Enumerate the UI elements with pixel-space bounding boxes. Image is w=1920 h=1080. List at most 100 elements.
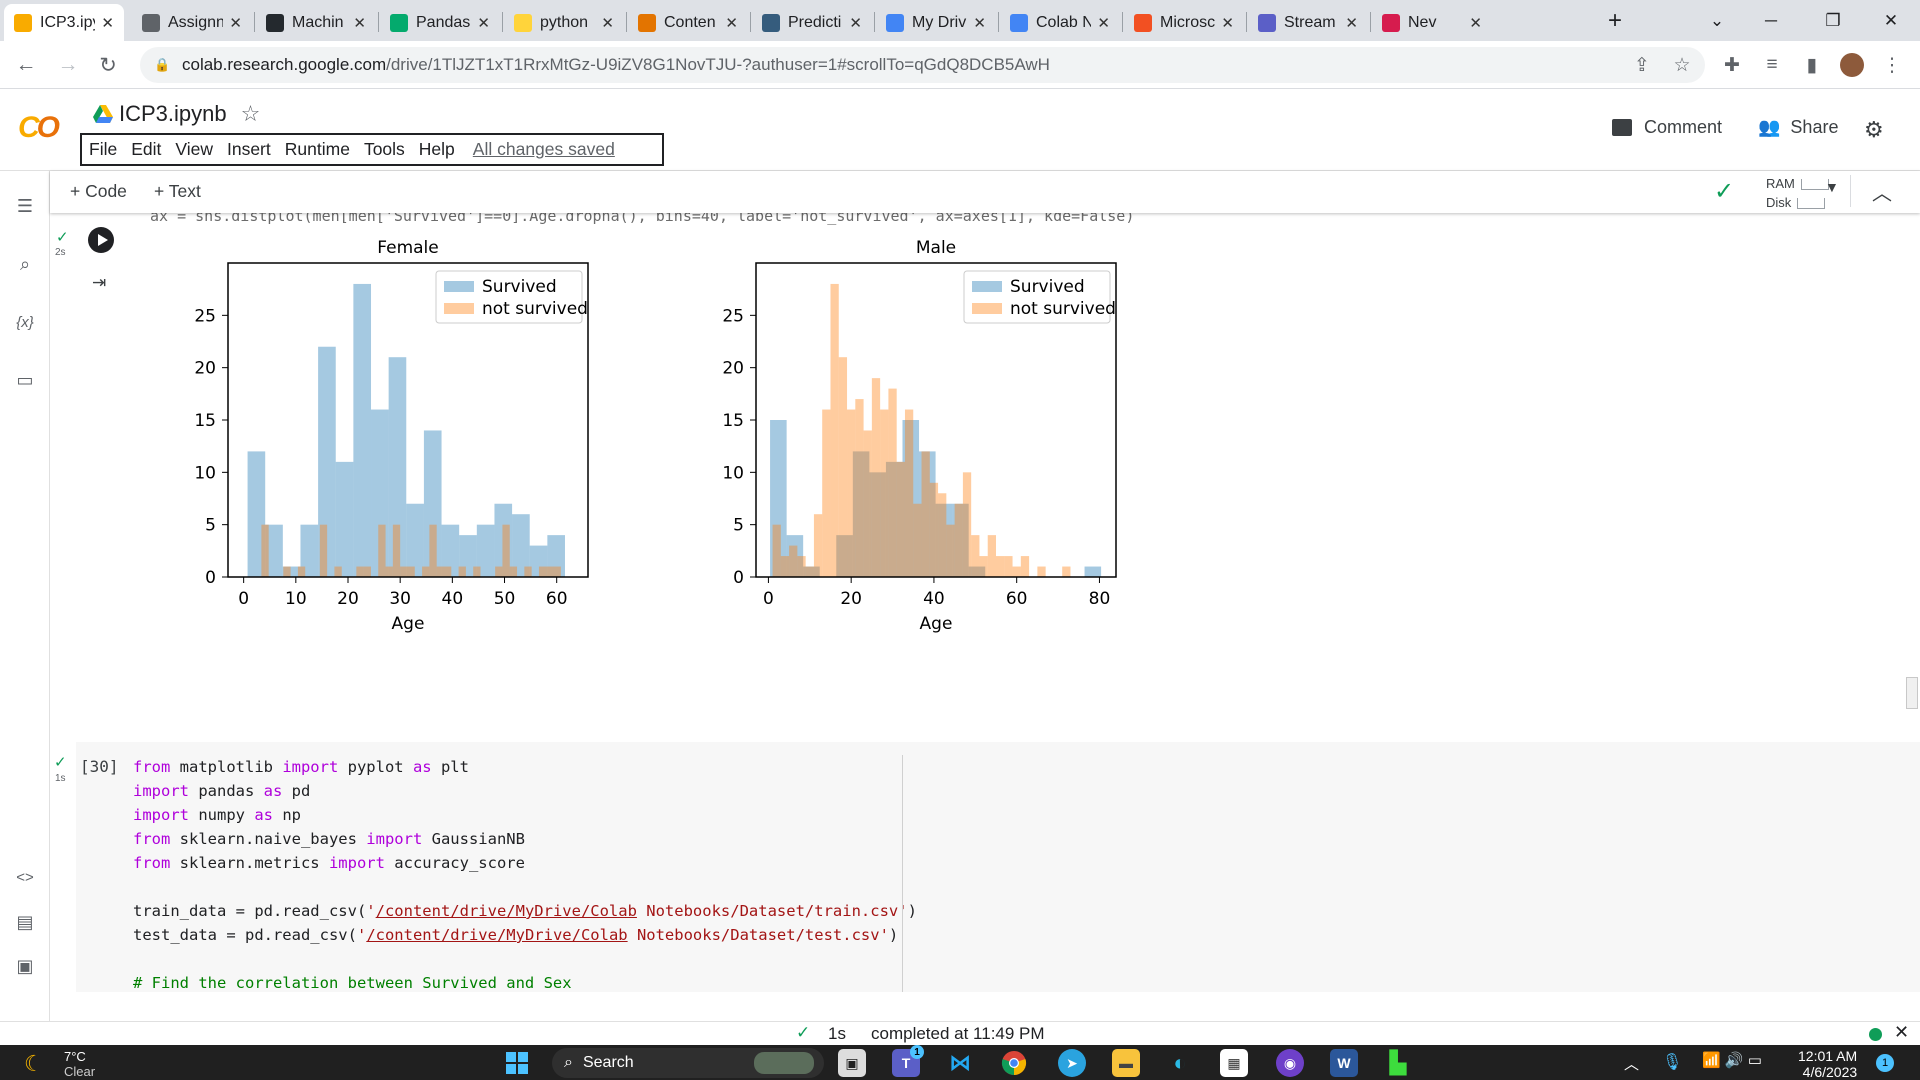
- browser-tab[interactable]: Nev ✕: [1372, 4, 1492, 41]
- reload-icon[interactable]: ↻: [99, 53, 117, 77]
- stock-app-icon[interactable]: ▙: [1389, 1050, 1407, 1075]
- address-bar[interactable]: 🔒 colab.research.google.com/drive/1TlJZT…: [140, 47, 1705, 83]
- histogram-bar-not-survived: [473, 566, 481, 577]
- media-control-icon[interactable]: ≡: [1766, 54, 1778, 75]
- collapse-chevron-up-icon[interactable]: ︿: [1872, 183, 1892, 205]
- extensions-icon[interactable]: ✚: [1724, 54, 1740, 76]
- browser-tab[interactable]: My Driv ✕: [876, 4, 996, 41]
- browser-tab[interactable]: Assignn ✕: [132, 4, 252, 41]
- close-tab-icon[interactable]: ✕: [101, 14, 114, 32]
- browser-tab[interactable]: Microsc ✕: [1124, 4, 1244, 41]
- close-tab-icon[interactable]: ✕: [477, 14, 490, 32]
- y-tick-label: 0: [205, 568, 216, 588]
- w3schools-icon: [390, 13, 408, 32]
- settings-gear-icon[interactable]: ⚙: [1864, 117, 1884, 142]
- bookmark-star-icon[interactable]: ☆: [1673, 54, 1691, 76]
- microphone-icon[interactable]: 🎙: [1662, 1054, 1683, 1071]
- comment-button[interactable]: Comment: [1612, 117, 1722, 138]
- close-tab-icon[interactable]: ✕: [601, 14, 614, 32]
- share-button[interactable]: 👥 Share: [1758, 117, 1838, 138]
- histogram-bar-survived: [803, 566, 820, 577]
- close-tab-icon[interactable]: ✕: [1221, 14, 1234, 32]
- browser-tab[interactable]: Pandas ✕: [380, 4, 500, 41]
- close-tab-icon[interactable]: ✕: [229, 14, 242, 32]
- variables-icon[interactable]: {x}: [16, 313, 34, 331]
- command-palette-icon[interactable]: ▤: [16, 911, 34, 932]
- taskbar-search-box[interactable]: ⌕ Search: [552, 1048, 824, 1078]
- menu-help[interactable]: Help: [418, 139, 455, 159]
- menu-tools[interactable]: Tools: [363, 139, 405, 159]
- menu-insert[interactable]: Insert: [226, 139, 271, 159]
- notebook-title[interactable]: ICP3.ipynb: [119, 101, 227, 126]
- code-line: # Find the correlation between Survived …: [133, 974, 572, 992]
- x-tick-label: 20: [337, 589, 359, 609]
- side-panel-icon[interactable]: ▮: [1806, 54, 1818, 76]
- file-explorer-icon[interactable]: ▬: [1112, 1049, 1140, 1077]
- new-tab-button[interactable]: +: [1607, 6, 1622, 34]
- files-folder-icon[interactable]: ▭: [16, 369, 34, 390]
- telegram-icon[interactable]: ➤: [1058, 1049, 1086, 1077]
- histogram-bar-not-survived: [436, 566, 444, 577]
- weather-widget[interactable]: 7°C Clear: [64, 1049, 95, 1079]
- code-editor[interactable]: from matplotlib import pyplot as plt impo…: [133, 755, 917, 995]
- profile-avatar[interactable]: [1836, 47, 1868, 83]
- close-tab-icon[interactable]: ✕: [353, 14, 366, 32]
- clock[interactable]: 12:01 AM 4/6/2023: [1798, 1048, 1857, 1080]
- edge-icon[interactable]: ◐: [1173, 1050, 1187, 1075]
- code-snippets-icon[interactable]: <>: [16, 868, 34, 886]
- add-text-button[interactable]: + Text: [154, 181, 201, 201]
- browser-tab[interactable]: Conten ✕: [628, 4, 748, 41]
- close-tab-icon[interactable]: ✕: [1345, 14, 1358, 32]
- close-tab-icon[interactable]: ✕: [973, 14, 986, 32]
- browser-tab[interactable]: Stream ✕: [1248, 4, 1368, 41]
- search-icon[interactable]: ⌕: [19, 253, 31, 274]
- star-icon[interactable]: ☆: [240, 101, 261, 126]
- chrome-menu-icon[interactable]: ⋮: [1882, 54, 1902, 76]
- restore-icon[interactable]: ❐: [1825, 10, 1841, 30]
- menu-view[interactable]: View: [175, 139, 213, 159]
- menu-file[interactable]: File: [89, 139, 118, 159]
- menu-runtime[interactable]: Runtime: [284, 139, 350, 159]
- github-desktop-icon[interactable]: ◉: [1276, 1049, 1304, 1077]
- save-status-link[interactable]: All changes saved: [472, 139, 615, 159]
- word-icon[interactable]: W: [1330, 1049, 1358, 1077]
- colab-logo[interactable]: CO: [18, 111, 60, 144]
- table-of-contents-icon[interactable]: ☰: [16, 195, 34, 216]
- browser-tab[interactable]: Machin ✕: [256, 4, 376, 41]
- terminal-icon[interactable]: ▣: [16, 955, 34, 976]
- tab-search-chevron-icon[interactable]: ⌄: [1709, 10, 1725, 30]
- notification-count-badge[interactable]: 1: [1876, 1054, 1894, 1072]
- browser-tab[interactable]: ICP3.ipy ✕: [4, 4, 124, 41]
- minimize-icon[interactable]: ─: [1764, 10, 1778, 30]
- add-code-button[interactable]: + Code: [70, 181, 127, 201]
- browser-tab[interactable]: python ✕: [504, 4, 624, 41]
- run-cell-button[interactable]: [88, 227, 114, 253]
- code-cell-30[interactable]: [76, 742, 1920, 992]
- close-tab-icon[interactable]: ✕: [1097, 14, 1110, 32]
- vscode-icon[interactable]: ⋈: [949, 1050, 971, 1075]
- close-status-icon[interactable]: ✕: [1894, 1022, 1910, 1042]
- wifi-volume-battery-icon[interactable]: 📶 🔊 ▭: [1702, 1052, 1762, 1069]
- chrome-icon[interactable]: [1000, 1049, 1028, 1077]
- close-window-icon[interactable]: ✕: [1883, 10, 1899, 30]
- close-tab-icon[interactable]: ✕: [1469, 14, 1482, 32]
- close-tab-icon[interactable]: ✕: [849, 14, 862, 32]
- microsoft-store-icon[interactable]: ▦: [1220, 1049, 1248, 1077]
- browser-tab[interactable]: Predicti ✕: [752, 4, 872, 41]
- menu-edit[interactable]: Edit: [131, 139, 162, 159]
- windows-start-icon[interactable]: [503, 1049, 531, 1077]
- task-view-icon[interactable]: ▣: [838, 1049, 866, 1077]
- share-page-icon[interactable]: ⇪: [1634, 54, 1650, 76]
- output-scrollbar[interactable]: [1906, 677, 1918, 709]
- forward-icon[interactable]: →: [57, 53, 79, 76]
- status-check-icon: ✓: [796, 1023, 811, 1042]
- resource-dropdown-icon[interactable]: ▼: [1825, 179, 1839, 195]
- close-tab-icon[interactable]: ✕: [725, 14, 738, 32]
- resource-monitor[interactable]: RAM Disk: [1766, 174, 1829, 212]
- output-action-icon[interactable]: ⇥: [92, 273, 107, 292]
- back-icon[interactable]: ←: [15, 53, 37, 76]
- tray-chevron-up-icon[interactable]: ︿: [1624, 1056, 1640, 1073]
- clock-time: 12:01 AM: [1798, 1048, 1858, 1064]
- browser-tab[interactable]: Colab N ✕: [1000, 4, 1120, 41]
